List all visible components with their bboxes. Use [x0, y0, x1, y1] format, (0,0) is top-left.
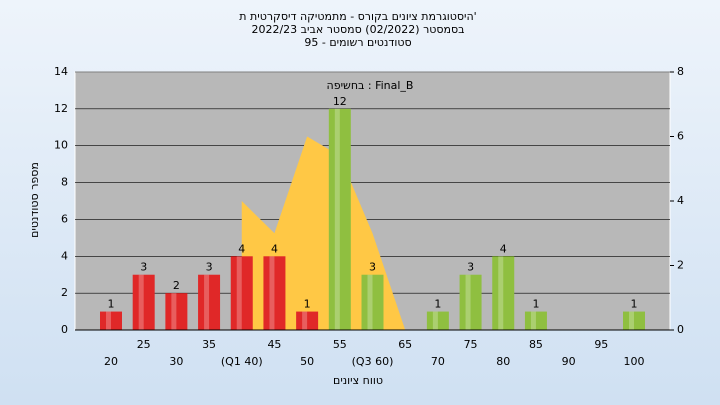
chart-subtitle: בסמסטר (02/2022) סמסטר אביב 2022/23 — [251, 23, 464, 36]
value-label: 3 — [369, 261, 376, 274]
bar-shine — [171, 293, 177, 330]
bar-shine — [302, 311, 308, 330]
value-label: 1 — [434, 298, 441, 311]
annotation: בחשיפה : Final_B — [327, 79, 414, 92]
x-tick-label: 20 — [104, 355, 118, 368]
bar — [263, 256, 286, 330]
bar — [230, 256, 253, 330]
y-tick-label: 10 — [54, 139, 68, 152]
bar — [296, 311, 319, 330]
value-label: 3 — [467, 261, 474, 274]
chart-subtitle: סטודנטים רשומים - 95 — [304, 36, 411, 49]
bar-shine — [629, 311, 634, 330]
bar-shine — [367, 274, 373, 330]
y2-tick-label: 0 — [677, 323, 684, 336]
y-tick-label: 8 — [61, 176, 68, 189]
bar — [361, 274, 384, 330]
x-tick-label: 50 — [300, 355, 314, 368]
x-tick-label: 45 — [267, 338, 281, 351]
bar-shine — [530, 311, 536, 330]
x-axis-label: טווח ציונים — [333, 374, 383, 387]
bar — [524, 311, 547, 330]
y-tick-label: 12 — [54, 102, 68, 115]
y2-tick-label: 2 — [677, 259, 684, 272]
x-tick-label: 70 — [431, 355, 445, 368]
y2-tick-label: 6 — [677, 130, 684, 143]
bar — [623, 311, 645, 330]
x-tick-label: 25 — [137, 338, 151, 351]
x-tick-label: 95 — [594, 338, 608, 351]
y-tick-label: 4 — [61, 249, 68, 262]
bar-shine — [138, 274, 144, 330]
bar — [198, 274, 221, 330]
bar-shine — [498, 256, 504, 330]
bar — [328, 108, 351, 330]
y-tick-label: 2 — [61, 286, 68, 299]
bar-shine — [204, 274, 210, 330]
bar — [426, 311, 449, 330]
bar-shine — [465, 274, 471, 330]
x-tick-label: 90 — [562, 355, 576, 368]
bar — [100, 311, 122, 330]
y2-tick-label: 4 — [677, 194, 684, 207]
value-label: 1 — [108, 298, 115, 311]
y2-tick-label: 8 — [677, 65, 684, 78]
x-tick-label: (Q1 40) — [221, 355, 263, 368]
x-tick-label: 85 — [529, 338, 543, 351]
x-tick-label: 75 — [464, 338, 478, 351]
x-tick-label: 100 — [624, 355, 645, 368]
value-label: 3 — [140, 261, 147, 274]
bar-shine — [432, 311, 438, 330]
x-tick-label: 80 — [496, 355, 510, 368]
chart-title: היסטוגרמת ציונים בקורס - מתמטיקה דיסקרטי… — [239, 10, 476, 23]
x-tick-label: 30 — [169, 355, 183, 368]
value-label: 2 — [173, 279, 180, 292]
value-label: 1 — [532, 298, 539, 311]
value-label: 4 — [500, 242, 507, 255]
bar-shine — [236, 256, 242, 330]
bar-shine — [334, 108, 340, 330]
x-tick-label: 35 — [202, 338, 216, 351]
value-label: 4 — [271, 242, 278, 255]
bar-shine — [106, 311, 111, 330]
x-tick-label: 65 — [398, 338, 412, 351]
y-tick-label: 14 — [54, 65, 68, 78]
value-label: 4 — [238, 242, 245, 255]
value-label: 1 — [304, 298, 311, 311]
y-axis-label: מספר סטודנטים — [28, 162, 41, 238]
y-tick-label: 6 — [61, 212, 68, 225]
bar — [165, 293, 188, 330]
y-tick-label: 0 — [61, 323, 68, 336]
x-tick-label: 55 — [333, 338, 347, 351]
bar — [132, 274, 155, 330]
bar — [459, 274, 482, 330]
bar-shine — [269, 256, 275, 330]
value-label: 12 — [333, 95, 347, 108]
value-label: 3 — [206, 261, 213, 274]
bar — [492, 256, 515, 330]
value-label: 1 — [631, 298, 638, 311]
x-tick-label: (Q3 60) — [352, 355, 394, 368]
